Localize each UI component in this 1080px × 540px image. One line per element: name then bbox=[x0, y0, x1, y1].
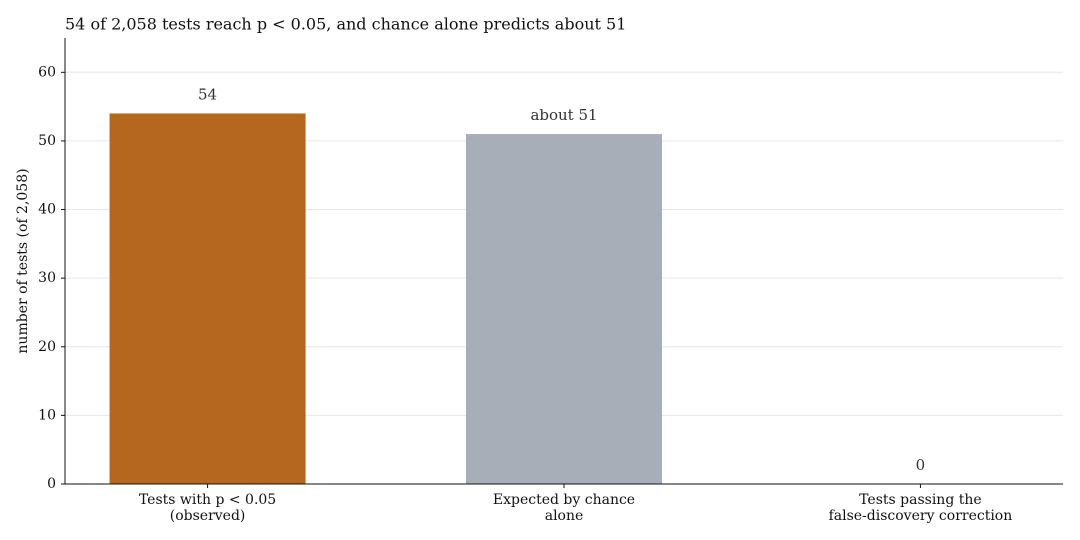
y-tick-label: 10 bbox=[38, 407, 56, 423]
y-tick-label: 40 bbox=[38, 202, 56, 218]
chart-title: 54 of 2,058 tests reach p < 0.05, and ch… bbox=[65, 15, 626, 34]
x-tick-label: Tests with p < 0.05 bbox=[139, 492, 276, 508]
y-tick-label: 30 bbox=[38, 270, 56, 286]
y-tick-label: 50 bbox=[38, 133, 56, 149]
x-tick-label: Tests passing the bbox=[859, 492, 982, 508]
value-label: about 51 bbox=[530, 106, 597, 124]
y-tick-label: 20 bbox=[38, 339, 56, 355]
x-tick-label: alone bbox=[545, 508, 584, 524]
y-axis-label: number of tests (of 2,058) bbox=[15, 168, 31, 353]
value-label: 54 bbox=[198, 85, 217, 103]
y-tick-label: 60 bbox=[38, 64, 56, 80]
value-label: 0 bbox=[916, 456, 926, 474]
x-tick-label: false-discovery correction bbox=[829, 508, 1013, 524]
y-tick-label: 0 bbox=[47, 476, 56, 492]
bar bbox=[109, 113, 306, 484]
bar bbox=[465, 134, 663, 485]
x-tick-label: Expected by chance bbox=[493, 492, 635, 508]
x-tick-label: (observed) bbox=[170, 508, 246, 524]
